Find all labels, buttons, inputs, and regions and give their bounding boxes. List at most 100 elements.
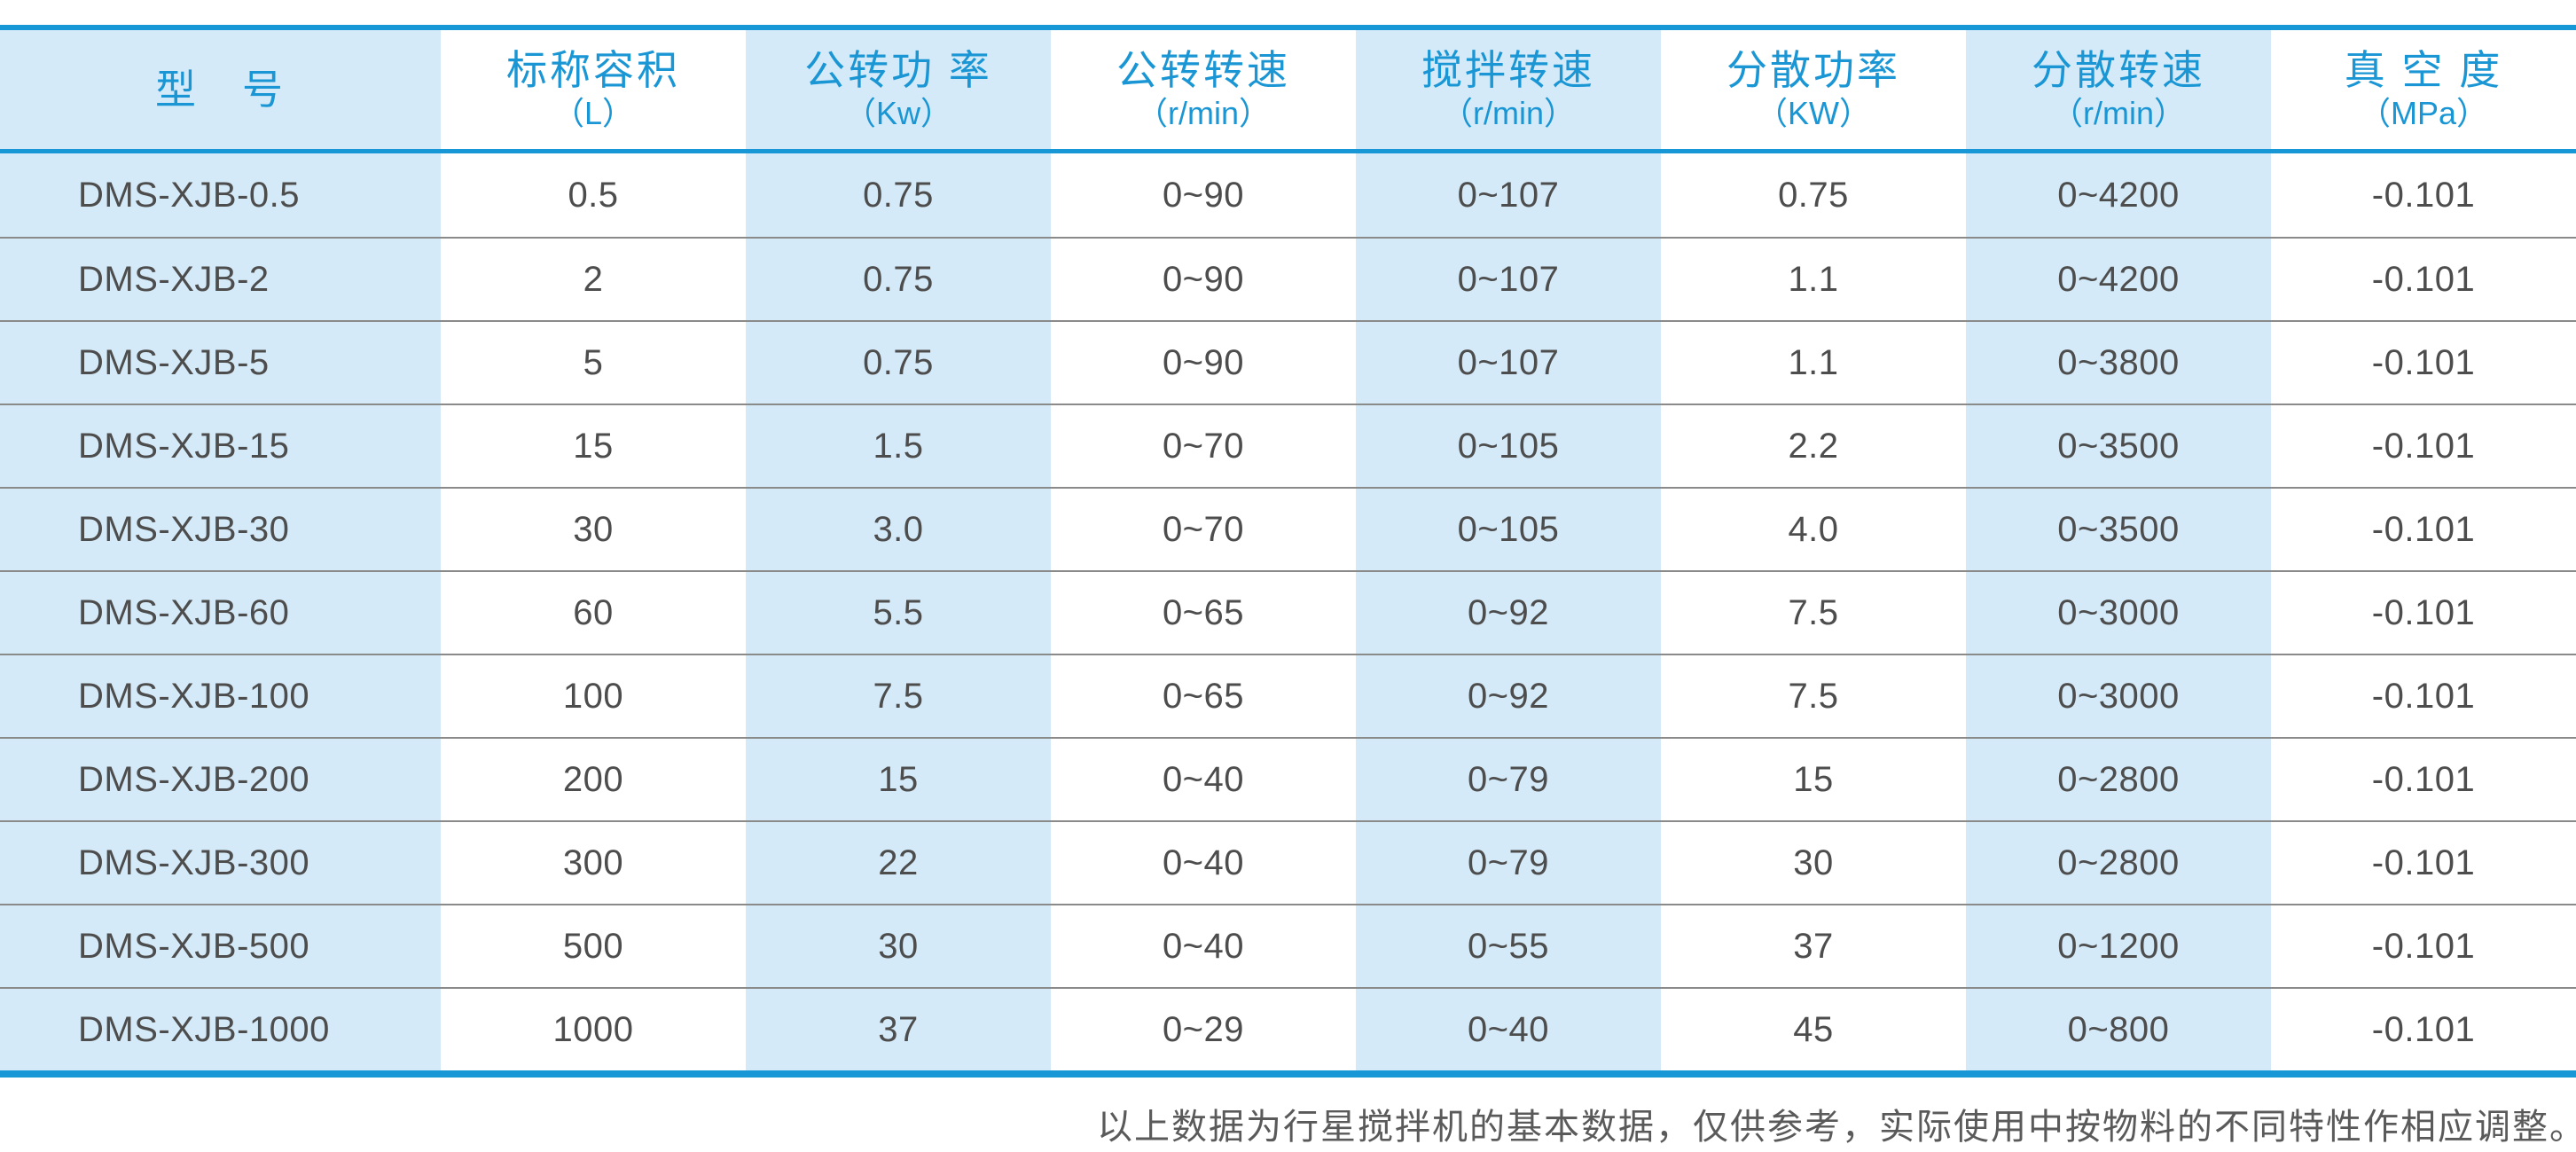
vacuum-cell: -0.101 (2371, 426, 2476, 466)
vacuum-cell: -0.101 (2371, 926, 2476, 966)
stirring-speed-cell: 0~107 (1356, 153, 1661, 237)
vacuum-cell: -0.101 (2371, 592, 2476, 632)
vacuum-cell: -0.101 (2371, 342, 2476, 382)
model-cell: DMS-XJB-5 (0, 322, 441, 404)
header-vacuum-degree: 真 空 度 （MPa） (2271, 30, 2576, 149)
revolution-speed-cell: 0~90 (1162, 175, 1245, 215)
dispersing-power-cell: 30 (1793, 842, 1834, 882)
table-row: DMS-XJB-15 15 1.5 0~70 0~105 2.2 0~3500 … (0, 404, 2576, 487)
header-revolution-power: 公转功 率 （Kw） (746, 30, 1051, 149)
revolution-power-cell: 30 (746, 905, 1051, 987)
header-unit: （r/min） (1441, 95, 1576, 131)
table-row: DMS-XJB-200 200 15 0~40 0~79 15 0~2800 -… (0, 737, 2576, 820)
table-row: DMS-XJB-5 5 0.75 0~90 0~107 1.1 0~3800 -… (0, 320, 2576, 404)
table-row: DMS-XJB-60 60 5.5 0~65 0~92 7.5 0~3000 -… (0, 570, 2576, 654)
dispersing-power-cell: 0.75 (1778, 175, 1849, 215)
header-stirring-speed: 搅拌转速 （r/min） (1356, 30, 1661, 149)
dispersing-speed-cell: 0~4200 (1966, 153, 2271, 237)
header-revolution-speed: 公转转速 （r/min） (1051, 30, 1356, 149)
revolution-power-cell: 15 (746, 739, 1051, 820)
vacuum-cell: -0.101 (2371, 1009, 2476, 1049)
stirring-speed-cell: 0~79 (1356, 822, 1661, 904)
stirring-speed-cell: 0~105 (1356, 405, 1661, 487)
revolution-power-cell: 0.75 (746, 239, 1051, 320)
capacity-cell: 5 (583, 342, 604, 382)
header-unit: （L） (552, 95, 635, 131)
revolution-power-cell: 7.5 (746, 655, 1051, 737)
dispersing-power-cell: 4.0 (1788, 509, 1839, 549)
stirring-speed-cell: 0~40 (1356, 989, 1661, 1070)
table-row: DMS-XJB-500 500 30 0~40 0~55 37 0~1200 -… (0, 904, 2576, 987)
model-cell: DMS-XJB-2 (0, 239, 441, 320)
revolution-power-cell: 0.75 (746, 153, 1051, 237)
vacuum-cell: -0.101 (2371, 759, 2476, 799)
model-cell: DMS-XJB-1000 (0, 989, 441, 1070)
dispersing-speed-cell: 0~3000 (1966, 572, 2271, 654)
header-unit: （KW） (1756, 95, 1871, 131)
dispersing-speed-cell: 0~2800 (1966, 739, 2271, 820)
revolution-speed-cell: 0~70 (1162, 426, 1245, 466)
stirring-speed-cell: 0~107 (1356, 322, 1661, 404)
dispersing-speed-cell: 0~2800 (1966, 822, 2271, 904)
capacity-cell: 60 (573, 592, 614, 632)
header-dispersing-power: 分散功率 （KW） (1661, 30, 1966, 149)
header-title: 搅拌转速 (1421, 47, 1595, 93)
dispersing-speed-cell: 0~4200 (1966, 239, 2271, 320)
table-header-row: 型 号 标称容积 （L） 公转功 率 （Kw） 公转转速 （r/min） 搅拌转… (0, 30, 2576, 153)
model-cell: DMS-XJB-200 (0, 739, 441, 820)
capacity-cell: 2 (583, 259, 604, 299)
capacity-cell: 0.5 (568, 175, 619, 215)
capacity-cell: 30 (573, 509, 614, 549)
model-cell: DMS-XJB-0.5 (0, 153, 441, 237)
dispersing-power-cell: 15 (1793, 759, 1834, 799)
spec-table: 型 号 标称容积 （L） 公转功 率 （Kw） 公转转速 （r/min） 搅拌转… (0, 25, 2576, 1078)
revolution-speed-cell: 0~90 (1162, 342, 1245, 382)
header-title: 分散转速 (2032, 47, 2205, 93)
stirring-speed-cell: 0~55 (1356, 905, 1661, 987)
revolution-power-cell: 22 (746, 822, 1051, 904)
model-cell: DMS-XJB-300 (0, 822, 441, 904)
dispersing-power-cell: 7.5 (1788, 592, 1839, 632)
dispersing-speed-cell: 0~3800 (1966, 322, 2271, 404)
stirring-speed-cell: 0~92 (1356, 572, 1661, 654)
dispersing-power-cell: 7.5 (1788, 676, 1839, 716)
stirring-speed-cell: 0~92 (1356, 655, 1661, 737)
table-row: DMS-XJB-1000 1000 37 0~29 0~40 45 0~800 … (0, 987, 2576, 1070)
vacuum-cell: -0.101 (2371, 175, 2476, 215)
model-cell: DMS-XJB-30 (0, 489, 441, 570)
dispersing-power-cell: 45 (1793, 1009, 1834, 1049)
dispersing-speed-cell: 0~1200 (1966, 905, 2271, 987)
table-row: DMS-XJB-300 300 22 0~40 0~79 30 0~2800 -… (0, 820, 2576, 904)
header-unit: （MPa） (2358, 95, 2489, 131)
header-title: 公转转速 (1116, 47, 1290, 93)
stirring-speed-cell: 0~79 (1356, 739, 1661, 820)
capacity-cell: 15 (573, 426, 614, 466)
vacuum-cell: -0.101 (2371, 676, 2476, 716)
header-model: 型 号 (0, 30, 441, 149)
header-title: 公转功 率 (804, 47, 992, 93)
revolution-power-cell: 0.75 (746, 322, 1051, 404)
header-nominal-capacity: 标称容积 （L） (441, 30, 746, 149)
revolution-speed-cell: 0~70 (1162, 509, 1245, 549)
revolution-power-cell: 5.5 (746, 572, 1051, 654)
dispersing-power-cell: 2.2 (1788, 426, 1839, 466)
revolution-speed-cell: 0~40 (1162, 759, 1245, 799)
revolution-speed-cell: 0~65 (1162, 592, 1245, 632)
revolution-speed-cell: 0~90 (1162, 259, 1245, 299)
revolution-speed-cell: 0~40 (1162, 926, 1245, 966)
dispersing-speed-cell: 0~800 (1966, 989, 2271, 1070)
header-title: 型 号 (155, 67, 286, 113)
table-row: DMS-XJB-0.5 0.5 0.75 0~90 0~107 0.75 0~4… (0, 153, 2576, 237)
capacity-cell: 300 (562, 842, 624, 882)
capacity-cell: 500 (562, 926, 624, 966)
model-cell: DMS-XJB-500 (0, 905, 441, 987)
revolution-speed-cell: 0~40 (1162, 842, 1245, 882)
table-row: DMS-XJB-30 30 3.0 0~70 0~105 4.0 0~3500 … (0, 487, 2576, 570)
header-unit: （Kw） (843, 95, 952, 131)
revolution-speed-cell: 0~29 (1162, 1009, 1245, 1049)
header-dispersing-speed: 分散转速 （r/min） (1966, 30, 2271, 149)
header-unit: （r/min） (1136, 95, 1271, 131)
dispersing-power-cell: 37 (1793, 926, 1834, 966)
revolution-speed-cell: 0~65 (1162, 676, 1245, 716)
